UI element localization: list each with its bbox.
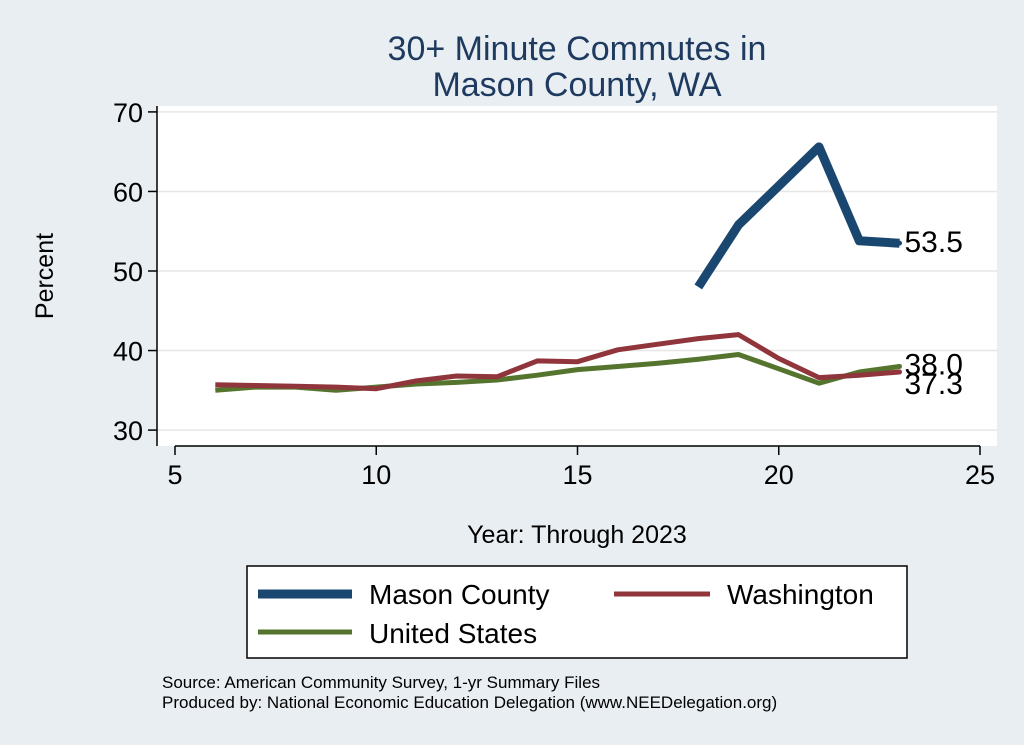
- series-lines: [215, 142, 902, 393]
- end-label-mason-county: 53.5: [905, 226, 963, 259]
- end-labels: 53.5 37.338.0: [905, 226, 963, 401]
- x-tick-label-25: 25: [965, 460, 995, 490]
- axes: 30 40 50 60 70 5 10 15 20 25: [113, 98, 995, 490]
- series-end-marker-mason-county: [897, 240, 902, 246]
- end-label-washington: 37.3: [905, 368, 963, 401]
- legend-label-mason-county: Mason County: [369, 579, 550, 610]
- series-end-marker-united-states: [897, 363, 902, 369]
- series-line-united-states: [215, 352, 900, 393]
- y-tick-label-70: 70: [113, 98, 143, 128]
- legend-label-washington: Washington: [727, 579, 874, 610]
- y-tick-label-40: 40: [113, 337, 143, 367]
- legend-label-united-states: United States: [369, 618, 537, 649]
- grid-lines: [157, 111, 997, 431]
- x-tick-label-5: 5: [167, 460, 182, 490]
- chart-title-line-2: Mason County, WA: [432, 66, 721, 104]
- x-tick-label-15: 15: [562, 460, 592, 490]
- source-note: Source: American Community Survey, 1-yr …: [162, 673, 600, 692]
- x-axis-title: Year: Through 2023: [467, 521, 687, 549]
- end-label-united-states: 38.0: [905, 348, 963, 381]
- x-tick-label-20: 20: [764, 460, 794, 490]
- series-line-mason-county: [694, 142, 900, 290]
- legend-box: [246, 565, 908, 659]
- x-tick-label-10: 10: [361, 460, 391, 490]
- y-tick-label-50: 50: [113, 257, 143, 287]
- chart-title-line-1: 30+ Minute Commutes in: [388, 30, 767, 68]
- y-axis-title: Percent: [31, 233, 59, 319]
- y-tick-label-30: 30: [113, 416, 143, 446]
- plot-area: [157, 106, 997, 446]
- series-line-washington: [215, 332, 900, 392]
- produced-by-note: Produced by: National Economic Education…: [162, 693, 777, 712]
- y-tick-label-60: 60: [113, 177, 143, 207]
- series-end-marker-washington: [897, 369, 902, 375]
